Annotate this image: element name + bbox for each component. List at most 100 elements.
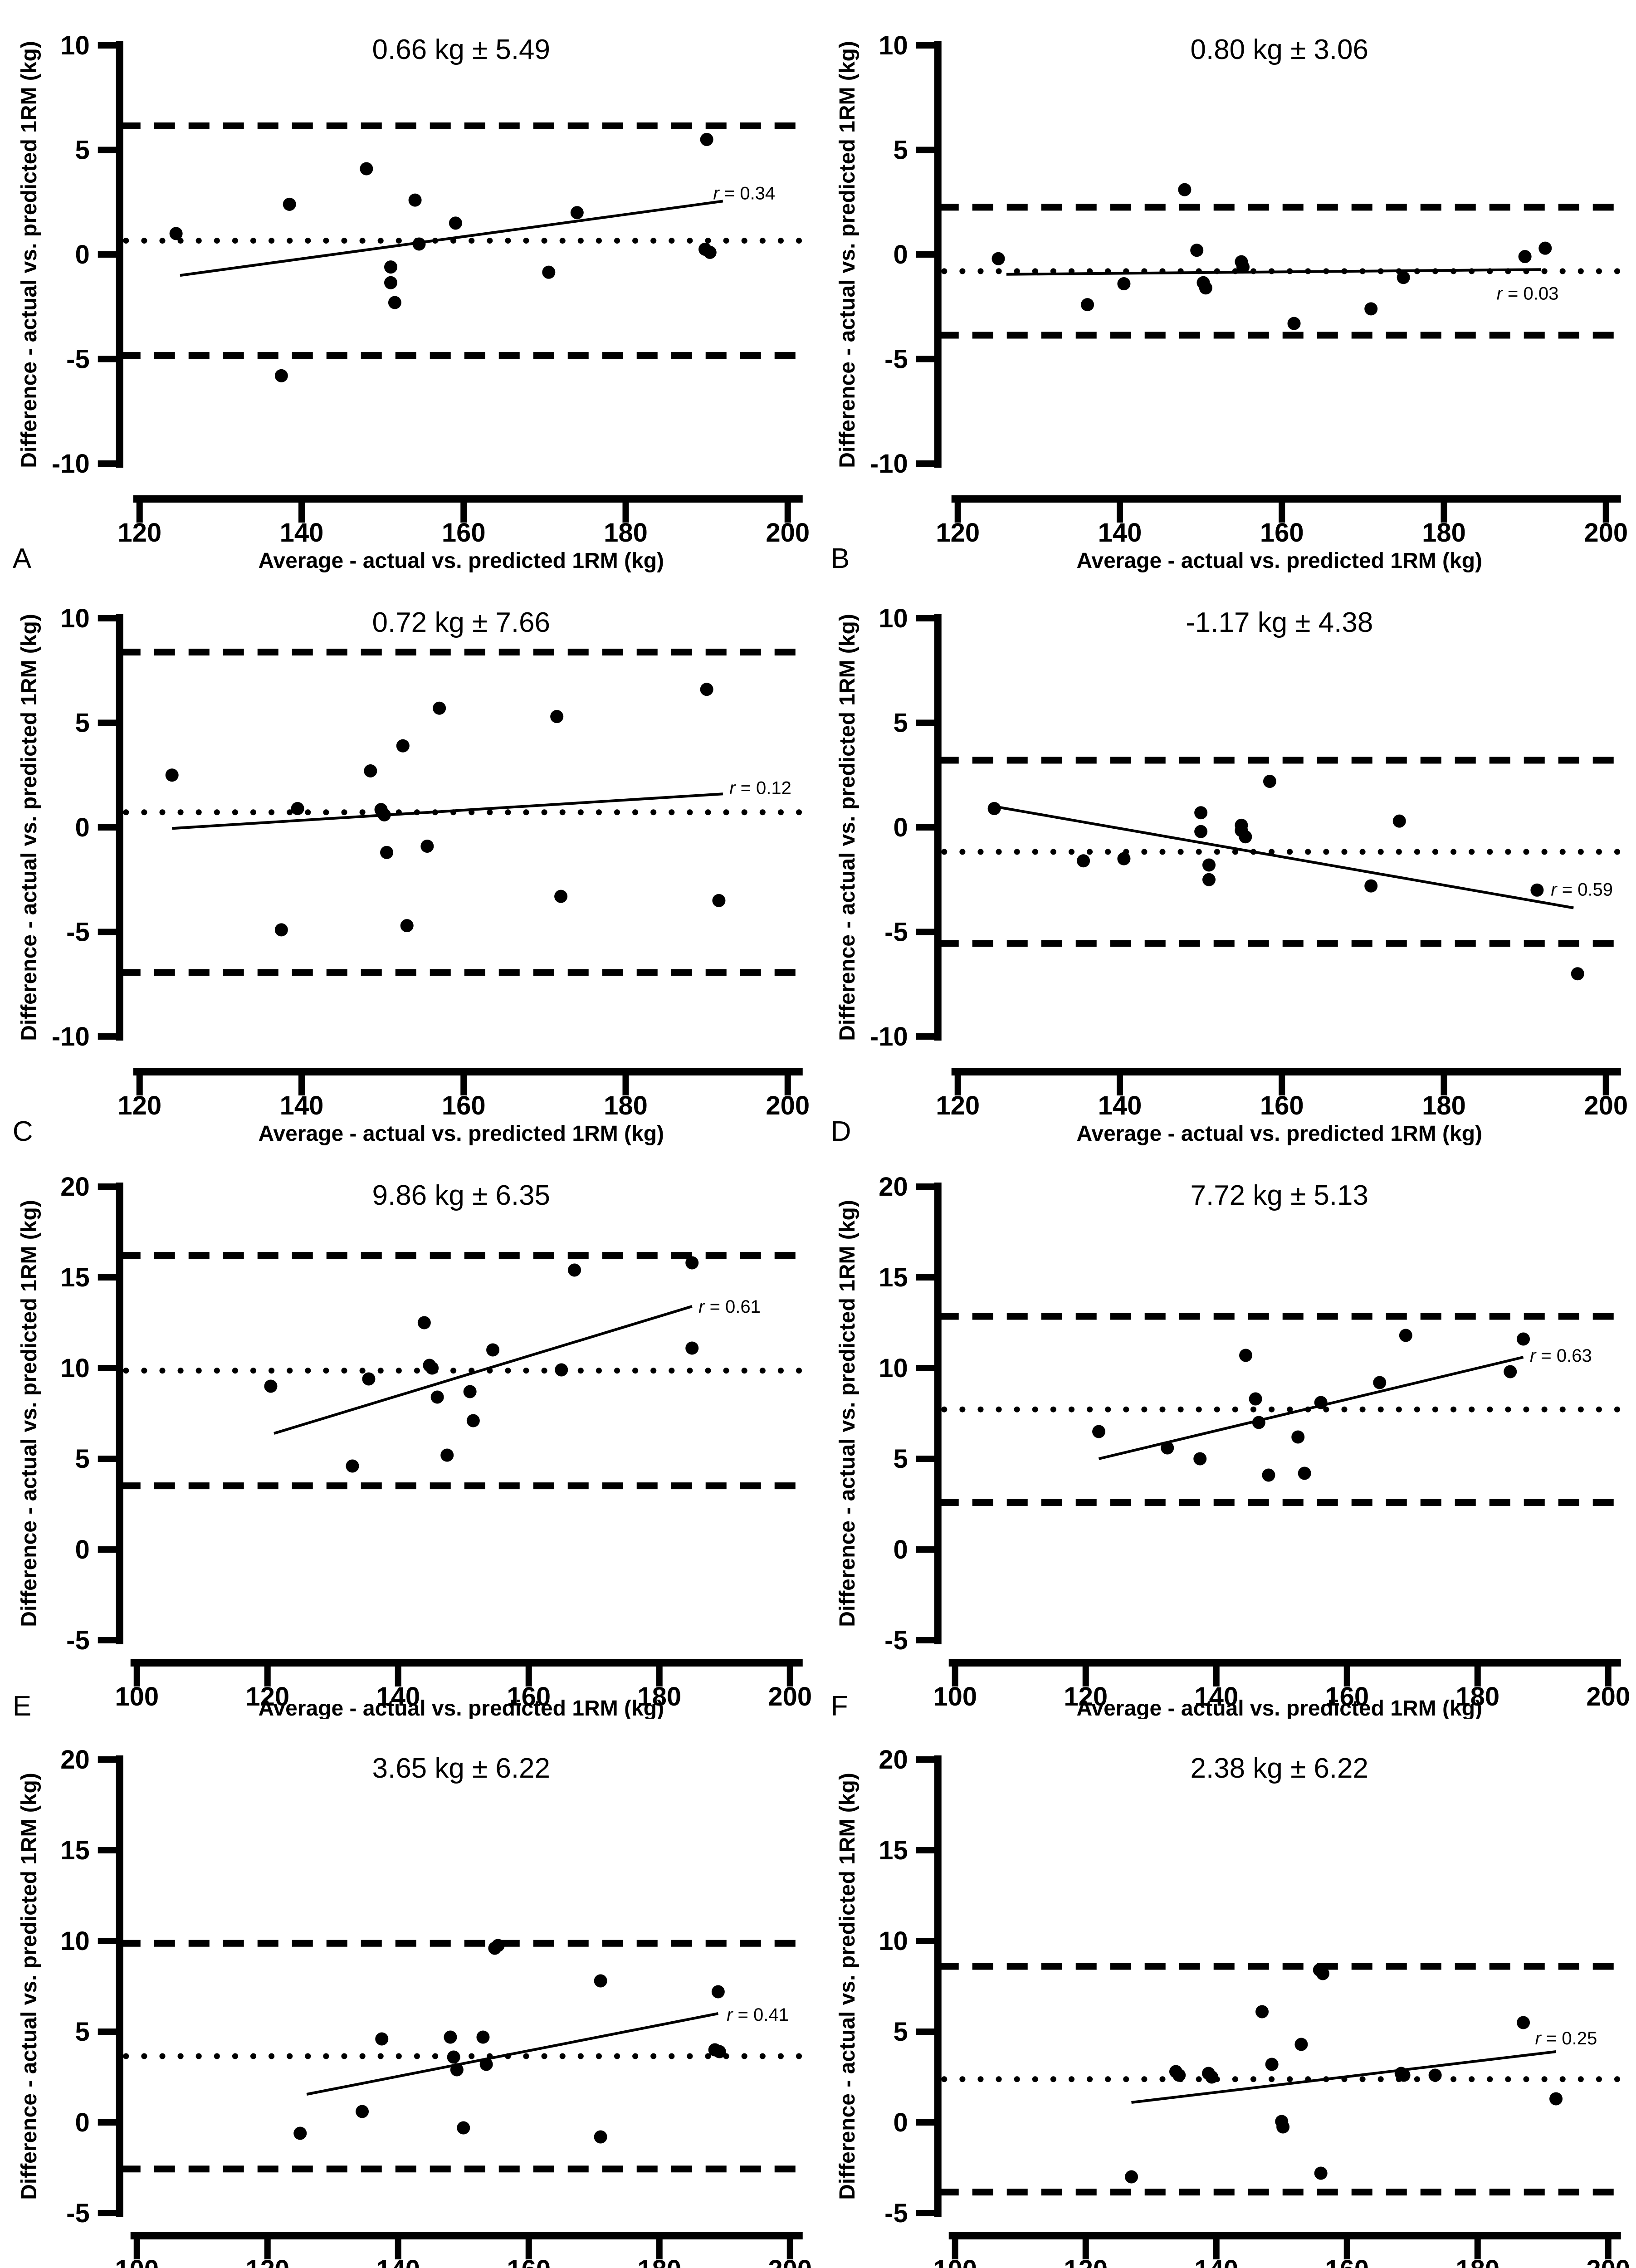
data-point [570, 206, 584, 220]
data-point [554, 890, 568, 903]
data-point [1255, 2005, 1269, 2019]
correlation-label: r = 0.61 [698, 1297, 761, 1317]
panel-H: 2.38 kg ± 6.22 20 15 10 5 0 -5 100 120 140 160 180 2… [818, 1719, 1636, 2268]
correlation-r-symbol: r [698, 1297, 705, 1317]
data-point [476, 2030, 490, 2044]
correlation-label: r = 0.63 [1529, 1346, 1592, 1366]
x-axis-label: Average - actual vs. predicted 1RM (kg) [1076, 1696, 1482, 1719]
correlation-label: r = 0.34 [713, 183, 775, 203]
correlation-label: r = 0.41 [727, 2005, 789, 2025]
data-point [375, 2032, 389, 2046]
regression-line [1006, 268, 1541, 276]
bland-altman-chart: 2.38 kg ± 6.22 20 15 10 5 0 -5 100 120 140 160 180 2… [830, 1745, 1630, 2268]
data-point [1372, 1376, 1386, 1389]
x-tick-label: 120 [1064, 2255, 1108, 2268]
data-point [449, 216, 462, 230]
data-point [1199, 281, 1212, 295]
panel-letter: G [13, 2263, 34, 2268]
correlation-r-symbol: r [713, 183, 720, 203]
x-tick-label: 140 [1194, 2255, 1238, 2268]
data-point [1261, 1468, 1275, 1482]
x-tick-label: 140 [1098, 1091, 1142, 1120]
data-point [568, 1263, 581, 1277]
y-tick-label: 10 [60, 1926, 90, 1956]
bland-altman-chart: 9.86 kg ± 6.35 20 15 10 5 0 -5 100 120 140 160 180 2… [13, 1172, 812, 1719]
x-tick-label: 200 [1586, 2255, 1630, 2268]
data-point [362, 1372, 376, 1386]
y-tick-label: -5 [66, 345, 90, 374]
data-point [1364, 302, 1377, 316]
data-point [408, 193, 422, 207]
y-tick-label: 15 [879, 1836, 908, 1865]
correlation-r-value: = 0.41 [733, 2005, 788, 2025]
y-tick-label: -5 [884, 345, 908, 374]
x-tick-label: 200 [766, 518, 810, 547]
bland-altman-chart: 0.80 kg ± 3.06 10 5 0 -5 -10 120 140 160 180 200 r … [830, 31, 1627, 573]
x-tick-label: 120 [1064, 1682, 1108, 1711]
data-point [685, 1256, 699, 1270]
data-point [1076, 854, 1090, 868]
panel-letter: H [830, 2263, 851, 2268]
data-point [1263, 775, 1276, 788]
panel-title: 7.72 kg ± 5.13 [1190, 1180, 1368, 1211]
y-tick-label: 15 [60, 1836, 90, 1865]
y-tick-label: -10 [52, 1022, 90, 1051]
regression-line [172, 792, 723, 830]
x-axis-label: Average - actual vs. predicted 1RM (kg) [1076, 1122, 1482, 1146]
y-tick-label: 20 [879, 1172, 908, 1202]
panel-C: 0.72 kg ± 7.66 10 5 0 -5 -10 120 140 160 180 200 r … [0, 573, 818, 1146]
correlation-label: r = 0.59 [1551, 880, 1613, 899]
data-point [444, 2030, 457, 2044]
panel-letter: B [830, 543, 849, 573]
x-tick-label: 160 [1325, 1682, 1369, 1711]
x-tick-label: 180 [1455, 1682, 1499, 1711]
correlation-r-symbol: r [1496, 284, 1503, 304]
y-tick-label: -5 [884, 1626, 908, 1655]
y-tick-label: 20 [879, 1745, 908, 1774]
y-tick-label: 10 [60, 604, 90, 633]
y-tick-label: 15 [879, 1263, 908, 1292]
data-point [1190, 244, 1203, 257]
correlation-r-value: = 0.12 [735, 778, 791, 798]
y-axis-label: Difference - actual vs. predicted 1RM (k… [17, 614, 41, 1041]
regression-line [994, 805, 1574, 909]
correlation-r-value: = 0.34 [719, 183, 775, 203]
data-point [412, 237, 426, 251]
panel-B: 0.80 kg ± 3.06 10 5 0 -5 -10 120 140 160 180 200 r … [818, 0, 1636, 573]
data-point [283, 197, 296, 211]
data-point [1294, 2038, 1308, 2051]
correlation-label: r = 0.12 [729, 778, 791, 798]
y-tick-label: 10 [879, 604, 908, 633]
data-point [425, 1361, 439, 1375]
data-point [712, 894, 726, 907]
y-axis-label: Difference - actual vs. predicted 1RM (k… [835, 1773, 859, 2200]
panel-letter: C [13, 1116, 33, 1146]
data-point [433, 701, 446, 715]
panel-title: 0.72 kg ± 7.66 [372, 607, 550, 638]
data-point [356, 2105, 369, 2118]
y-axis-label: Difference - actual vs. predicted 1RM (k… [17, 41, 41, 468]
correlation-r-value: = 0.61 [704, 1297, 760, 1317]
correlation-r-symbol: r [1551, 880, 1558, 899]
bland-altman-chart: 0.72 kg ± 7.66 10 5 0 -5 -10 120 140 160 180 200 r … [13, 604, 810, 1146]
data-point [274, 369, 288, 382]
y-tick-label: 10 [879, 1354, 908, 1383]
data-point [1124, 2170, 1138, 2184]
y-tick-label: 20 [60, 1745, 90, 1774]
data-point [486, 1343, 500, 1357]
correlation-r-value: = 0.63 [1536, 1346, 1592, 1366]
data-point [711, 1985, 725, 1999]
data-point [685, 1341, 699, 1355]
x-tick-label: 160 [442, 1091, 486, 1120]
x-tick-label: 180 [604, 518, 648, 547]
data-point [713, 2045, 726, 2058]
y-tick-label: -5 [66, 918, 90, 947]
x-tick-label: 100 [933, 2255, 977, 2268]
data-point [384, 260, 397, 274]
data-point [1177, 183, 1191, 196]
y-tick-label: 0 [893, 2108, 908, 2137]
x-tick-label: 100 [933, 1682, 977, 1711]
x-tick-label: 120 [245, 2255, 289, 2268]
data-point [542, 265, 556, 279]
